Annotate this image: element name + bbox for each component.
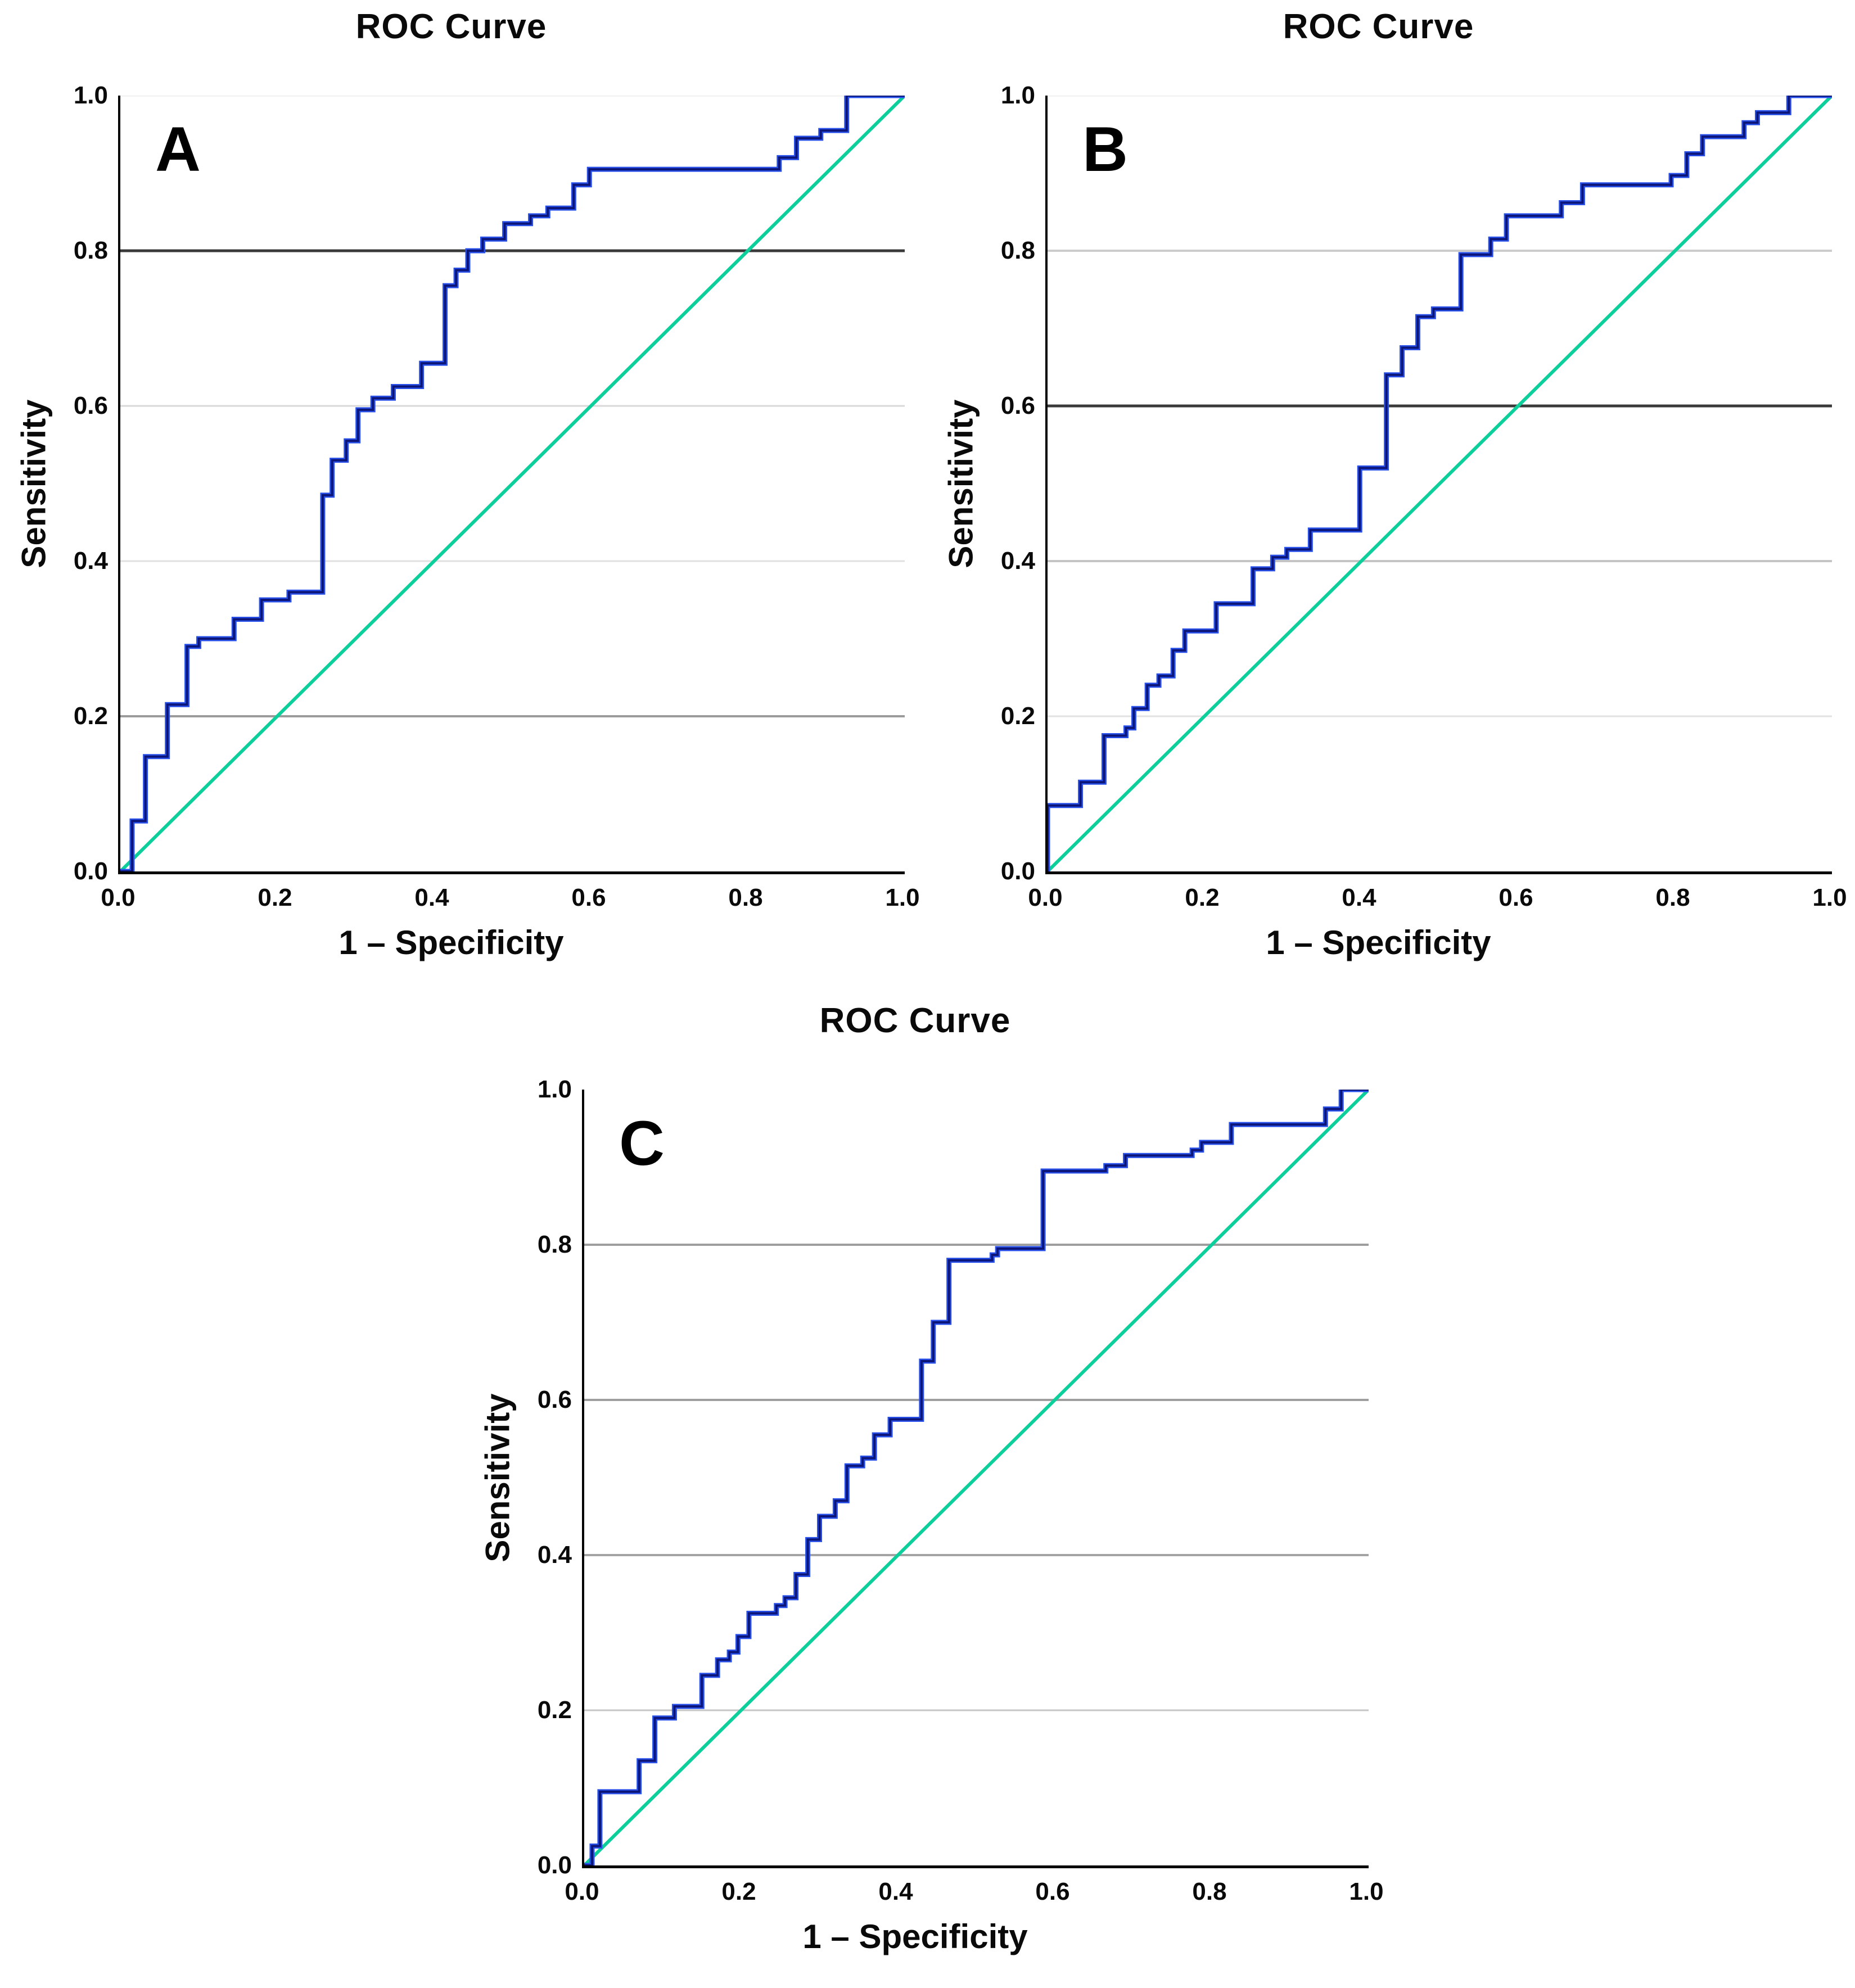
panel-letter: A xyxy=(155,114,201,184)
plot-area: B xyxy=(1045,96,1832,874)
y-axis-label-area: Sensitivity xyxy=(0,96,67,871)
x-tick-label: 0.8 xyxy=(728,884,763,911)
x-tick-label: 1.0 xyxy=(885,884,920,911)
x-tick-label: 0.8 xyxy=(1655,884,1690,911)
y-axis-label: Sensitivity xyxy=(942,399,980,568)
x-tick-label: 0.4 xyxy=(1342,884,1376,911)
y-axis-label-area: Sensitivity xyxy=(464,1090,531,1865)
y-tick-label: 0.0 xyxy=(537,1851,572,1879)
roc-panel-b: ROC Curve Sensitivity B 0.0 0.2 0.4 0.6 0.8 1… xyxy=(927,0,1855,994)
y-tick-label: 0.4 xyxy=(73,547,108,575)
plot-area: C xyxy=(582,1090,1369,1868)
y-tick-label: 0.4 xyxy=(537,1541,572,1569)
y-tick-label: 1.0 xyxy=(73,82,108,109)
roc-chart-a xyxy=(120,96,905,871)
x-axis-label: 1 – Specificity xyxy=(338,924,564,961)
x-tick-label: 0.6 xyxy=(1035,1878,1070,1905)
x-tick-label: 0.2 xyxy=(258,884,292,911)
x-tick-label: 0.6 xyxy=(1499,884,1533,911)
y-axis-label-area: Sensitivity xyxy=(927,96,995,871)
x-tick-label: 0.0 xyxy=(1028,884,1063,911)
y-tick-label: 0.2 xyxy=(1000,702,1035,730)
chart-title: ROC Curve xyxy=(819,1001,1011,1040)
x-tick-label: 0.6 xyxy=(571,884,606,911)
y-tick-label: 0.6 xyxy=(1000,392,1035,419)
x-tick-label: 0.2 xyxy=(721,1878,756,1905)
roc-chart-c xyxy=(584,1090,1369,1865)
y-axis-label: Sensitivity xyxy=(479,1393,517,1562)
y-tick-label: 1.0 xyxy=(1000,82,1035,109)
x-tick-label: 0.4 xyxy=(878,1878,913,1905)
x-tick-label: 0.8 xyxy=(1192,1878,1227,1905)
x-tick-label: 0.0 xyxy=(101,884,136,911)
chart-title: ROC Curve xyxy=(355,7,547,46)
roc-panel-a: ROC Curve Sensitivity A 0.0 0.2 0.4 0.6 0.8 1… xyxy=(0,0,928,994)
y-tick-label: 0.8 xyxy=(73,237,108,264)
x-tick-label: 0.4 xyxy=(414,884,449,911)
y-tick-label: 0.2 xyxy=(73,702,108,730)
x-tick-label: 1.0 xyxy=(1812,884,1847,911)
y-tick-label: 0.2 xyxy=(537,1696,572,1724)
panel-letter: C xyxy=(619,1108,665,1178)
panel-letter: B xyxy=(1082,114,1128,184)
x-tick-label: 1.0 xyxy=(1349,1878,1384,1905)
x-tick-label: 0.2 xyxy=(1185,884,1220,911)
roc-chart-b xyxy=(1048,96,1832,871)
roc-panel-c: ROC Curve Sensitivity C 0.0 0.2 0.4 0.6 0.8 1… xyxy=(464,994,1392,1988)
chart-title: ROC Curve xyxy=(1283,7,1474,46)
y-tick-label: 0.6 xyxy=(537,1386,572,1413)
y-tick-label: 0.8 xyxy=(1000,237,1035,264)
y-axis-label: Sensitivity xyxy=(15,399,53,568)
x-tick-label: 0.0 xyxy=(565,1878,599,1905)
x-axis-label: 1 – Specificity xyxy=(1266,924,1491,961)
y-tick-label: 1.0 xyxy=(537,1076,572,1103)
y-tick-label: 0.0 xyxy=(1000,857,1035,885)
x-axis-label: 1 – Specificity xyxy=(802,1918,1028,1955)
plot-area: A xyxy=(118,96,905,874)
y-tick-label: 0.6 xyxy=(73,392,108,419)
y-tick-label: 0.8 xyxy=(537,1231,572,1258)
y-tick-label: 0.4 xyxy=(1000,547,1035,575)
y-tick-label: 0.0 xyxy=(73,857,108,885)
